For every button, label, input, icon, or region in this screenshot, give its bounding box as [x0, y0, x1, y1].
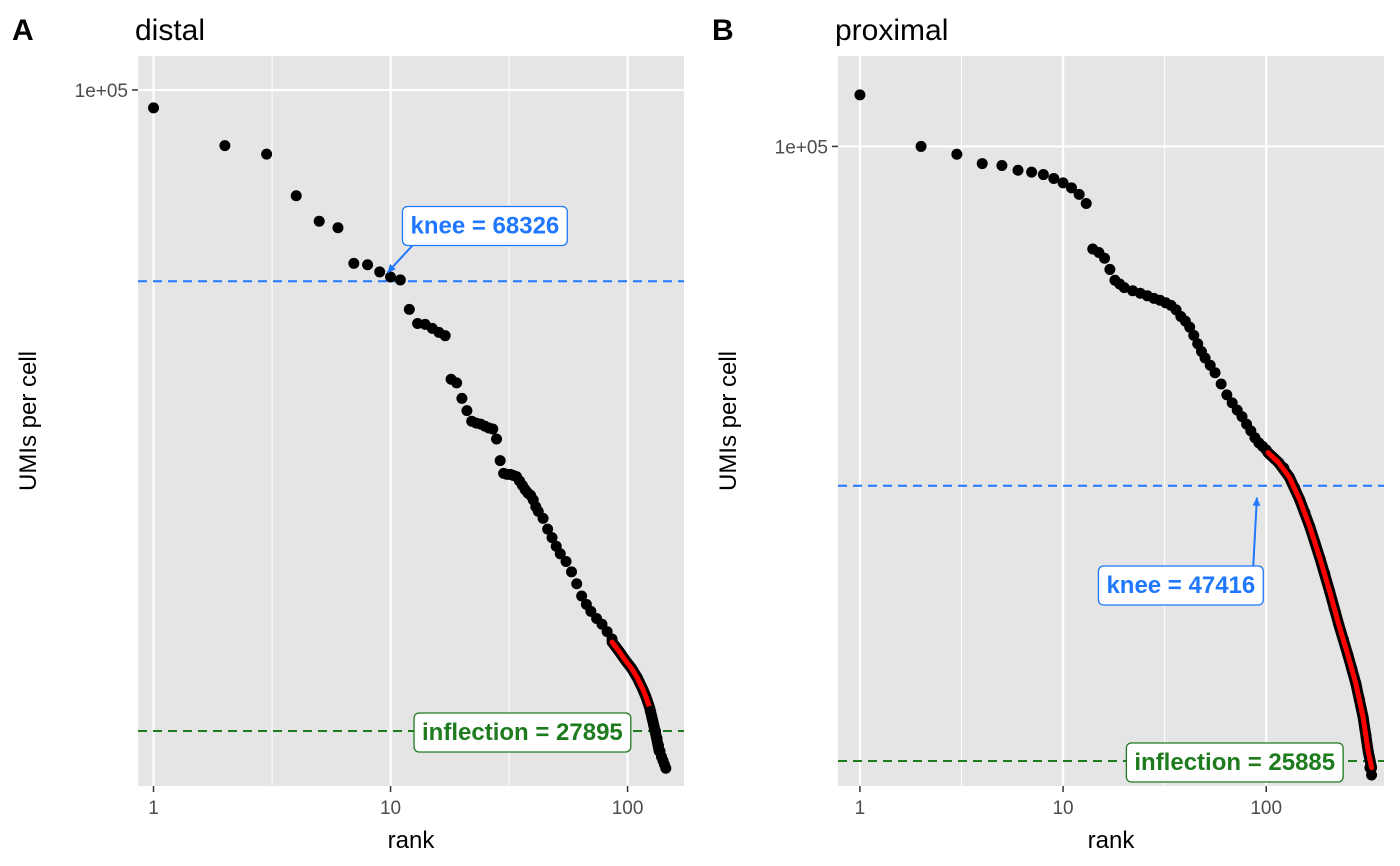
annotation-arrowhead	[387, 264, 396, 273]
data-point	[494, 455, 506, 467]
data-point	[976, 158, 988, 170]
data-point	[439, 330, 451, 342]
annotation-label: inflection = 25885	[1125, 742, 1344, 783]
data-point	[1057, 177, 1069, 189]
data-point	[332, 222, 344, 234]
data-point	[456, 392, 468, 404]
annotations: knee = 47416 inflection = 25885	[1097, 497, 1344, 783]
data-point	[394, 274, 406, 286]
data-point	[542, 523, 554, 535]
data-point	[487, 423, 499, 435]
data-point	[560, 555, 572, 567]
data-point	[1209, 367, 1221, 379]
data-point	[491, 433, 503, 445]
plot-background	[138, 56, 684, 786]
fitted-segment-line	[1265, 450, 1375, 771]
annotation-text: knee = 47416	[1106, 572, 1255, 599]
data-point	[374, 266, 386, 278]
panel-label: B	[712, 14, 734, 47]
data-point	[362, 259, 374, 271]
data-point	[1048, 172, 1060, 184]
y-tick-label: 1e+05	[775, 137, 828, 158]
annotation-box	[413, 712, 632, 753]
data-points	[148, 102, 618, 645]
data-point	[537, 512, 549, 524]
x-tick-label: 100	[612, 798, 644, 819]
tail-points	[645, 705, 672, 774]
data-point	[261, 148, 273, 160]
data-point	[660, 762, 672, 774]
x-tick-label: 100	[1250, 798, 1282, 819]
x-tick-label: 1	[148, 798, 159, 819]
annotations: knee = 68326 inflection = 27895	[386, 205, 632, 753]
panel-title: distal	[135, 14, 205, 47]
annotation-arrowhead	[1252, 497, 1261, 506]
data-point	[1012, 164, 1024, 176]
fitted-segment	[1262, 447, 1378, 774]
axes: 1 10 100 1e+05	[75, 81, 644, 819]
annotation-text: knee = 68326	[410, 212, 559, 239]
annotation-text: inflection = 27895	[422, 719, 623, 746]
annotation-box	[1097, 565, 1264, 606]
panel-proximal: B proximal knee = 47416 inflection = 2588…	[712, 14, 1384, 854]
data-point	[554, 548, 566, 560]
data-point	[576, 590, 588, 602]
annotation-label: inflection = 27895	[413, 712, 632, 753]
y-axis-title: UMIs per cell	[15, 351, 42, 491]
panel-title: proximal	[835, 14, 948, 47]
data-point	[571, 578, 583, 590]
data-point	[348, 257, 360, 269]
data-point	[1215, 378, 1227, 390]
data-point	[1026, 166, 1038, 178]
x-axis-title: rank	[1088, 827, 1136, 854]
gridlines	[838, 56, 1384, 786]
data-point	[1080, 198, 1092, 210]
data-point	[996, 159, 1008, 171]
data-point	[1118, 282, 1130, 294]
plot-background	[838, 56, 1384, 786]
data-point	[546, 532, 558, 544]
x-tick-label: 10	[380, 798, 401, 819]
data-point	[1188, 329, 1200, 341]
x-tick-label: 1	[855, 798, 866, 819]
data-point	[1037, 169, 1049, 181]
y-tick-label: 1e+05	[75, 81, 128, 102]
annotation-label: knee = 47416	[1097, 565, 1264, 606]
data-point	[1184, 321, 1196, 333]
data-point	[1221, 389, 1233, 401]
x-tick-label: 10	[1052, 798, 1073, 819]
data-point	[1099, 252, 1111, 264]
data-point	[219, 140, 231, 152]
annotation-box	[401, 205, 568, 247]
data-point	[403, 303, 415, 315]
data-point	[915, 140, 927, 152]
data-point	[313, 215, 325, 227]
x-axis-title: rank	[388, 827, 436, 854]
data-point	[854, 89, 866, 101]
y-axis-title: UMIs per cell	[715, 351, 742, 491]
data-point	[461, 405, 473, 417]
gridlines	[138, 56, 684, 786]
data-point	[1065, 182, 1077, 194]
data-point	[451, 377, 463, 389]
data-point	[290, 190, 302, 202]
data-point	[148, 102, 160, 114]
annotation-label: knee = 68326	[401, 205, 568, 247]
data-point	[951, 148, 963, 160]
data-point	[385, 271, 397, 283]
data-point	[1104, 263, 1116, 275]
annotation-text: inflection = 25885	[1134, 749, 1335, 776]
annotation-box	[1125, 742, 1344, 783]
data-point	[1073, 188, 1085, 200]
panel-label: A	[12, 14, 34, 47]
data-point	[566, 566, 578, 578]
annotation-arrow	[1252, 497, 1258, 567]
axes: 1 10 100 1e+05	[775, 137, 1282, 819]
